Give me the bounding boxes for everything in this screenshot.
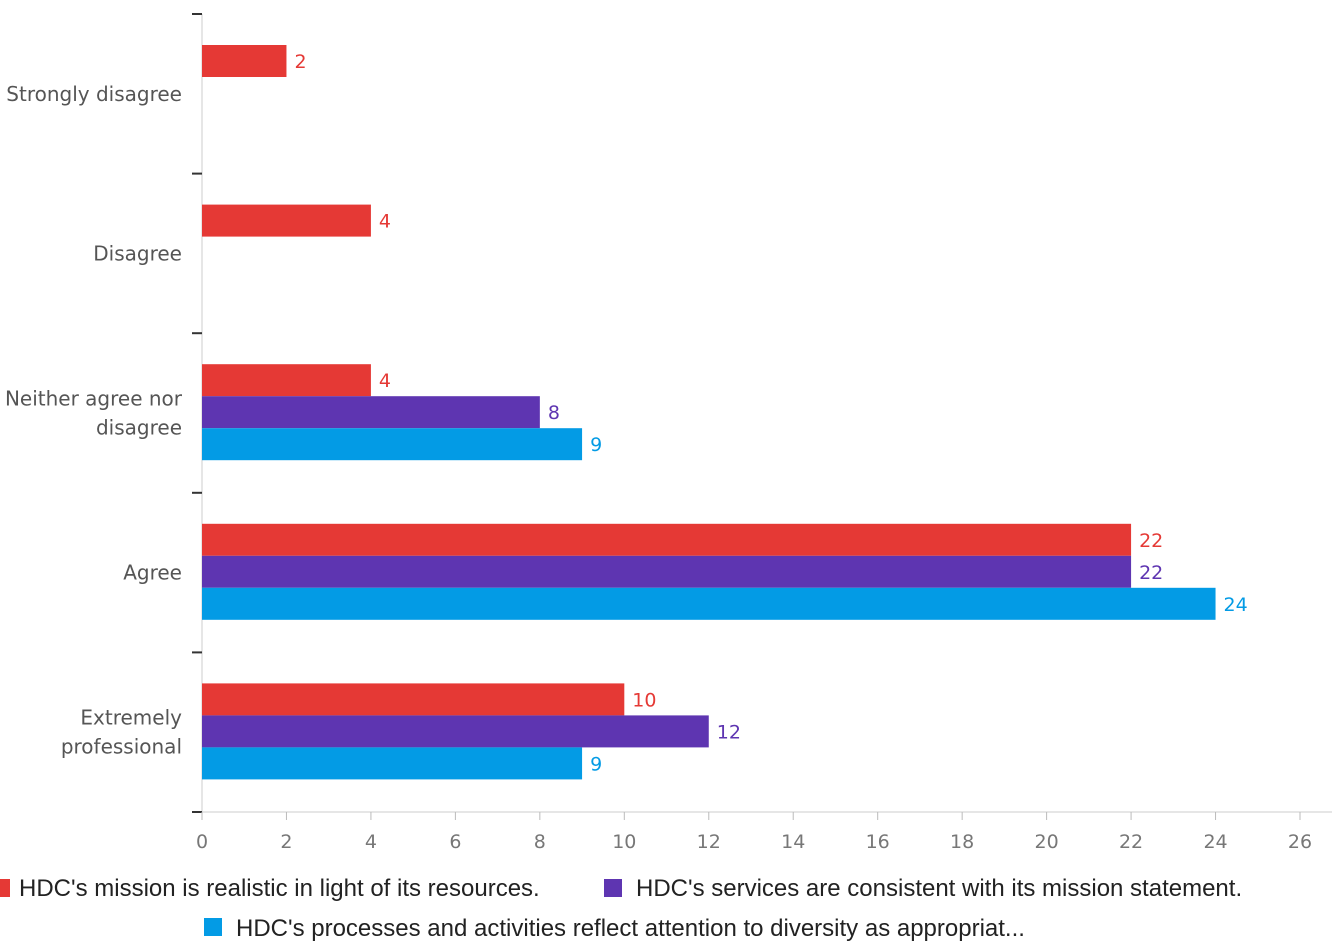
data-label: 24 [1224,594,1248,616]
category-label: Disagree [93,241,182,265]
category-label: Neither agree nor disagree [5,387,183,440]
data-label: 2 [294,51,306,73]
x-tick-label: 0 [196,831,208,853]
x-tick-label: 24 [1203,831,1227,853]
x-tick-label: 10 [612,831,636,853]
legend-swatch [0,879,10,897]
bar [202,715,709,748]
legend-swatch [204,918,222,936]
bar [202,523,1132,556]
legend-label: HDC's mission is realistic in light of i… [19,875,540,902]
x-tick-label: 26 [1288,831,1312,853]
x-tick-label: 14 [781,831,805,853]
x-tick-label: 16 [866,831,890,853]
data-label: 9 [590,434,602,456]
category-label: Agree [123,561,182,585]
bar [202,428,583,461]
x-tick-label: 22 [1119,831,1143,853]
data-label: 8 [548,402,560,424]
bar [202,204,371,237]
x-tick-label: 6 [449,831,461,853]
bar [202,396,540,429]
bar [202,747,583,780]
legend-label: HDC's processes and activities reflect a… [236,915,1025,942]
bar [202,364,371,397]
bar [202,587,1216,620]
data-label: 4 [379,370,391,392]
x-tick-label: 12 [697,831,721,853]
category-label: Strongly disagree [6,82,182,106]
bar [202,45,287,77]
category-label: Extremely professional [61,706,182,759]
data-label: 22 [1139,530,1163,552]
x-tick-label: 2 [280,831,292,853]
x-tick-label: 20 [1035,831,1059,853]
data-label: 22 [1139,562,1163,584]
data-label: 10 [632,689,656,711]
data-label: 9 [590,753,602,775]
bar [202,683,625,716]
bar [202,555,1132,588]
x-tick-label: 4 [365,831,377,853]
x-tick-label: 18 [950,831,974,853]
legend-swatch [604,879,622,897]
data-label: 4 [379,211,391,233]
data-label: 12 [717,721,741,743]
x-tick-label: 8 [534,831,546,853]
legend-label: HDC's services are consistent with its m… [636,875,1242,902]
